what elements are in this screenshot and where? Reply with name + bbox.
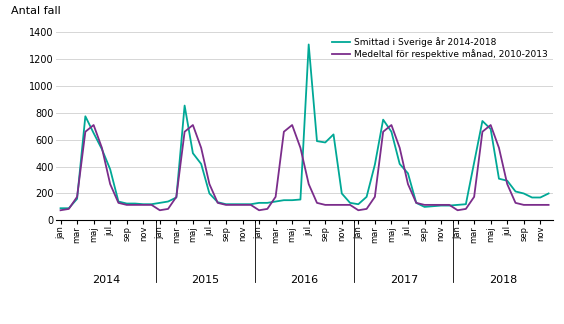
Medeltal för respektive månad, 2010-2013 (372, 195, 378, 199)
Smittad i Sverige år 2014-2018 (198, 162, 205, 166)
Smittad i Sverige år 2014-2018 (223, 202, 230, 206)
Text: Antal fall: Antal fall (11, 6, 61, 16)
Smittad i Sverige år 2014-2018 (214, 200, 221, 204)
Text: 2017: 2017 (390, 275, 418, 285)
Smittad i Sverige år 2014-2018 (372, 163, 378, 167)
Smittad i Sverige år 2014-2018 (545, 191, 552, 195)
Line: Medeltal för respektive månad, 2010-2013: Medeltal för respektive månad, 2010-2013 (60, 125, 549, 210)
Medeltal för respektive månad, 2010-2013 (90, 123, 97, 127)
Smittad i Sverige år 2014-2018 (57, 206, 64, 210)
Text: 2018: 2018 (489, 275, 517, 285)
Line: Smittad i Sverige år 2014-2018: Smittad i Sverige år 2014-2018 (60, 44, 549, 208)
Medeltal för respektive månad, 2010-2013 (545, 203, 552, 207)
Text: 2016: 2016 (290, 275, 319, 285)
Medeltal för respektive månad, 2010-2013 (148, 203, 155, 207)
Medeltal för respektive månad, 2010-2013 (206, 182, 213, 186)
Medeltal för respektive månad, 2010-2013 (223, 203, 230, 207)
Smittad i Sverige år 2014-2018 (140, 202, 147, 206)
Legend: Smittad i Sverige år 2014-2018, Medeltal för respektive månad, 2010-2013: Smittad i Sverige år 2014-2018, Medeltal… (332, 37, 548, 59)
Medeltal för respektive månad, 2010-2013 (57, 208, 64, 212)
Smittad i Sverige år 2014-2018 (181, 104, 188, 108)
Smittad i Sverige år 2014-2018 (305, 42, 312, 46)
Medeltal för respektive månad, 2010-2013 (231, 203, 237, 207)
Medeltal för respektive månad, 2010-2013 (190, 123, 196, 127)
Text: 2015: 2015 (191, 275, 219, 285)
Text: 2014: 2014 (92, 275, 120, 285)
